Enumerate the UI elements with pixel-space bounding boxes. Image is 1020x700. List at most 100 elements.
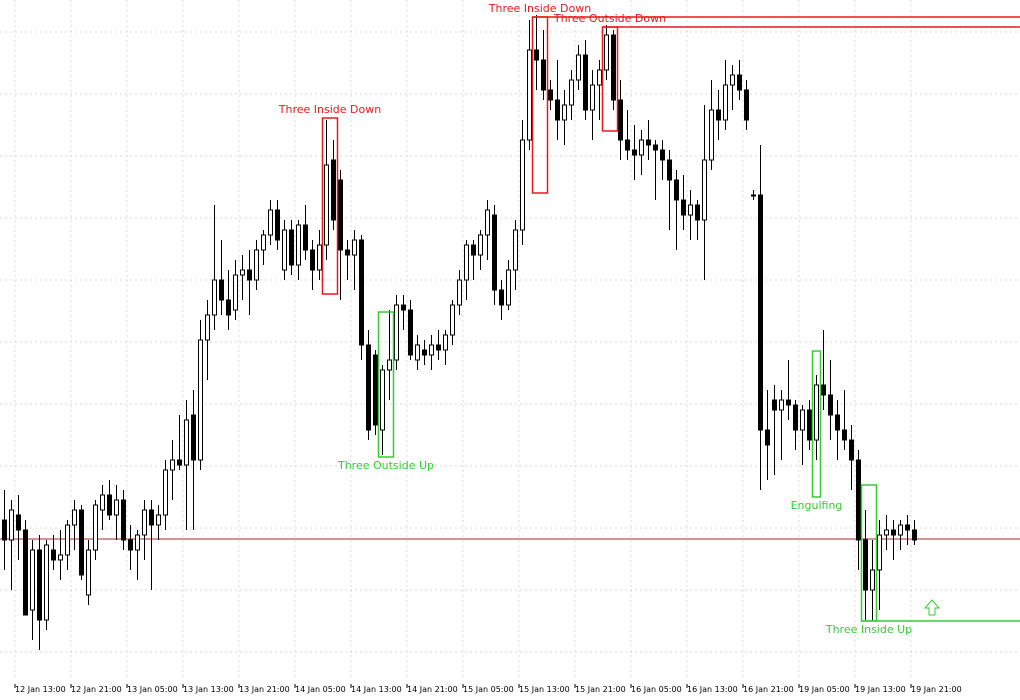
candle-body — [331, 159, 336, 221]
candle-body — [513, 229, 518, 271]
candle-body — [268, 209, 273, 236]
candle-body — [786, 399, 791, 406]
candle-body — [415, 344, 420, 361]
candle-body — [793, 404, 798, 431]
pattern-label: Three Inside Down — [278, 103, 381, 116]
x-tick-label: 15 Jan 21:00 — [575, 685, 626, 694]
candle-body — [800, 409, 805, 431]
candle-body — [303, 224, 308, 251]
candle-body — [905, 524, 910, 531]
candle-body — [499, 289, 504, 306]
candle-body — [723, 84, 728, 121]
candle-body — [401, 304, 406, 311]
candle-body — [674, 179, 679, 201]
candle-body — [387, 359, 392, 371]
x-tick-label: 16 Jan 21:00 — [743, 685, 794, 694]
candle-body — [352, 239, 357, 256]
candle-body — [324, 164, 329, 246]
candle-body — [702, 159, 707, 221]
candle-body — [436, 344, 441, 351]
candle-body — [716, 109, 721, 121]
candle-body — [233, 274, 238, 311]
candle-body — [849, 439, 854, 461]
x-tick-label: 14 Jan 05:00 — [295, 685, 346, 694]
candle-body — [128, 539, 133, 551]
candle-body — [240, 269, 245, 276]
candle-body — [247, 269, 252, 281]
candle-body — [156, 514, 161, 526]
plot: Three Inside Down Three Outside Up Three I… — [0, 2, 1020, 650]
candle-body — [611, 34, 616, 101]
candle-body — [198, 339, 203, 461]
candle-body — [51, 549, 56, 561]
candle-body — [58, 554, 63, 561]
x-tick-label: 19 Jan 05:00 — [799, 685, 850, 694]
candle-body — [688, 204, 693, 216]
candle-body — [772, 399, 777, 411]
pattern-label: Three Inside Up — [825, 623, 912, 636]
candle-body — [695, 204, 700, 221]
x-tick-label: 16 Jan 13:00 — [687, 685, 738, 694]
candle-body — [555, 99, 560, 121]
candle-body — [541, 59, 546, 91]
x-tick-label: 19 Jan 13:00 — [855, 685, 906, 694]
candle-body — [282, 229, 287, 271]
candle-body — [380, 369, 385, 431]
candle-body — [37, 549, 42, 621]
pattern-box — [377, 311, 395, 458]
candle-body — [16, 514, 21, 531]
candle-body — [506, 269, 511, 306]
candle-body — [296, 224, 301, 266]
candle-body — [779, 399, 784, 411]
x-tick-label: 13 Jan 05:00 — [127, 685, 178, 694]
x-tick-label: 15 Jan 13:00 — [519, 685, 570, 694]
candle-body — [730, 74, 735, 86]
candle-body — [548, 89, 553, 101]
candle-body — [625, 139, 630, 151]
candle-body — [317, 244, 322, 271]
candle-body — [835, 414, 840, 431]
candle-body — [576, 54, 581, 81]
candle-body — [751, 194, 756, 197]
candle-body — [219, 279, 224, 301]
candle-body — [366, 344, 371, 431]
candle-body — [471, 244, 476, 256]
candle-body — [646, 139, 651, 146]
candle-body — [422, 349, 427, 356]
candle-body — [891, 529, 896, 536]
pattern-label: Three Outside Down — [553, 12, 666, 25]
candle-body — [821, 384, 826, 396]
candle-body — [184, 419, 189, 466]
candle-body — [632, 149, 637, 156]
candle-body — [639, 139, 644, 156]
pattern-label: Engulfing — [791, 499, 843, 512]
candle-body — [527, 49, 532, 141]
candle-body — [142, 509, 147, 536]
candle-body — [121, 499, 126, 541]
x-tick-label: 13 Jan 13:00 — [183, 685, 234, 694]
candle-body — [492, 214, 497, 291]
candle-body — [30, 549, 35, 611]
candle-body — [877, 534, 882, 571]
candle-body — [408, 309, 413, 356]
candle-body — [443, 334, 448, 351]
candle-body — [394, 304, 399, 361]
candle-body — [709, 109, 714, 161]
candle-body — [177, 459, 182, 466]
candle-body — [828, 394, 833, 416]
candle-body — [618, 99, 623, 141]
candle-body — [457, 279, 462, 306]
up-arrow — [923, 599, 941, 616]
candle-body — [667, 159, 672, 181]
candle-body — [2, 519, 7, 541]
candle-body — [807, 409, 812, 441]
candle-body — [86, 549, 91, 596]
candle-body — [79, 509, 84, 576]
candle-body — [338, 179, 343, 251]
candle-body — [856, 459, 861, 541]
pattern-label: Three Outside Up — [337, 459, 434, 472]
candle-body — [107, 494, 112, 516]
candle-body — [100, 494, 105, 511]
